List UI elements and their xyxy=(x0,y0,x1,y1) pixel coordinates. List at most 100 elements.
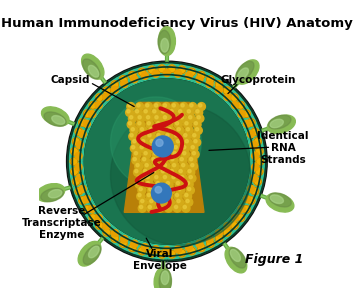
Circle shape xyxy=(188,169,191,173)
Circle shape xyxy=(137,114,145,123)
Circle shape xyxy=(68,63,266,260)
Circle shape xyxy=(192,132,199,141)
Circle shape xyxy=(175,122,179,125)
Circle shape xyxy=(103,222,110,230)
Text: Reverse
Transcriptase
Enzyme: Reverse Transcriptase Enzyme xyxy=(22,206,102,240)
Circle shape xyxy=(138,204,146,212)
Ellipse shape xyxy=(236,60,259,84)
Circle shape xyxy=(197,116,200,119)
Ellipse shape xyxy=(36,184,65,202)
Circle shape xyxy=(148,134,151,137)
Circle shape xyxy=(138,68,146,76)
Circle shape xyxy=(183,152,186,155)
Circle shape xyxy=(147,122,150,125)
Circle shape xyxy=(197,71,205,79)
Circle shape xyxy=(139,144,147,152)
Circle shape xyxy=(232,214,239,222)
Circle shape xyxy=(150,200,153,203)
Circle shape xyxy=(183,205,186,209)
Circle shape xyxy=(215,86,222,94)
Circle shape xyxy=(155,175,158,179)
Circle shape xyxy=(75,163,82,171)
Text: Human Immunodeficiency Virus (HIV) Anatomy: Human Immunodeficiency Virus (HIV) Anato… xyxy=(1,17,352,30)
Circle shape xyxy=(103,87,110,95)
Circle shape xyxy=(193,138,201,146)
Circle shape xyxy=(168,128,171,131)
Circle shape xyxy=(175,180,183,188)
Ellipse shape xyxy=(83,59,100,79)
Circle shape xyxy=(160,109,168,116)
Circle shape xyxy=(135,162,143,170)
Circle shape xyxy=(152,136,173,157)
Circle shape xyxy=(149,188,152,191)
Circle shape xyxy=(231,222,238,229)
Circle shape xyxy=(251,128,259,136)
Circle shape xyxy=(166,182,169,185)
Circle shape xyxy=(128,114,136,123)
Circle shape xyxy=(172,150,180,158)
Circle shape xyxy=(207,240,214,247)
Circle shape xyxy=(95,101,102,109)
Circle shape xyxy=(156,132,164,141)
Circle shape xyxy=(206,235,213,243)
Circle shape xyxy=(172,104,175,107)
Circle shape xyxy=(141,200,144,203)
Circle shape xyxy=(150,140,154,143)
Circle shape xyxy=(189,157,196,164)
Circle shape xyxy=(138,175,141,179)
Circle shape xyxy=(127,110,130,113)
Ellipse shape xyxy=(158,30,170,54)
Circle shape xyxy=(151,157,159,164)
Circle shape xyxy=(189,116,192,119)
Circle shape xyxy=(196,114,204,123)
Circle shape xyxy=(169,109,177,116)
Circle shape xyxy=(145,114,153,123)
Circle shape xyxy=(163,116,167,119)
Circle shape xyxy=(154,114,162,123)
Circle shape xyxy=(154,174,162,182)
Circle shape xyxy=(224,222,231,230)
Circle shape xyxy=(110,105,251,245)
Circle shape xyxy=(137,104,140,107)
Circle shape xyxy=(128,122,132,125)
Circle shape xyxy=(147,194,150,197)
Circle shape xyxy=(148,66,156,74)
Circle shape xyxy=(191,163,194,167)
Circle shape xyxy=(156,144,164,152)
Ellipse shape xyxy=(78,241,101,266)
Circle shape xyxy=(193,120,201,129)
Circle shape xyxy=(153,110,156,113)
Circle shape xyxy=(178,188,181,191)
Circle shape xyxy=(186,182,190,185)
Circle shape xyxy=(231,94,238,101)
Circle shape xyxy=(152,70,159,77)
Circle shape xyxy=(83,110,91,117)
Text: Viral
Envelope: Viral Envelope xyxy=(133,250,187,272)
Circle shape xyxy=(145,180,153,188)
Circle shape xyxy=(140,128,144,131)
Circle shape xyxy=(149,138,157,146)
Ellipse shape xyxy=(44,112,66,126)
Circle shape xyxy=(166,134,169,137)
Circle shape xyxy=(168,250,176,258)
Circle shape xyxy=(143,109,151,116)
Circle shape xyxy=(181,163,185,167)
Circle shape xyxy=(171,162,179,170)
Circle shape xyxy=(157,194,160,197)
Circle shape xyxy=(237,101,245,109)
Circle shape xyxy=(186,186,195,194)
Circle shape xyxy=(190,104,193,107)
Circle shape xyxy=(128,244,136,252)
Circle shape xyxy=(138,194,141,197)
Circle shape xyxy=(142,140,145,143)
Circle shape xyxy=(148,144,155,152)
Circle shape xyxy=(103,228,110,236)
Circle shape xyxy=(247,131,255,138)
Circle shape xyxy=(196,110,199,113)
Circle shape xyxy=(173,152,176,155)
Circle shape xyxy=(174,205,178,209)
Circle shape xyxy=(156,139,163,146)
Circle shape xyxy=(131,240,138,247)
Circle shape xyxy=(184,192,192,200)
Circle shape xyxy=(178,109,185,116)
